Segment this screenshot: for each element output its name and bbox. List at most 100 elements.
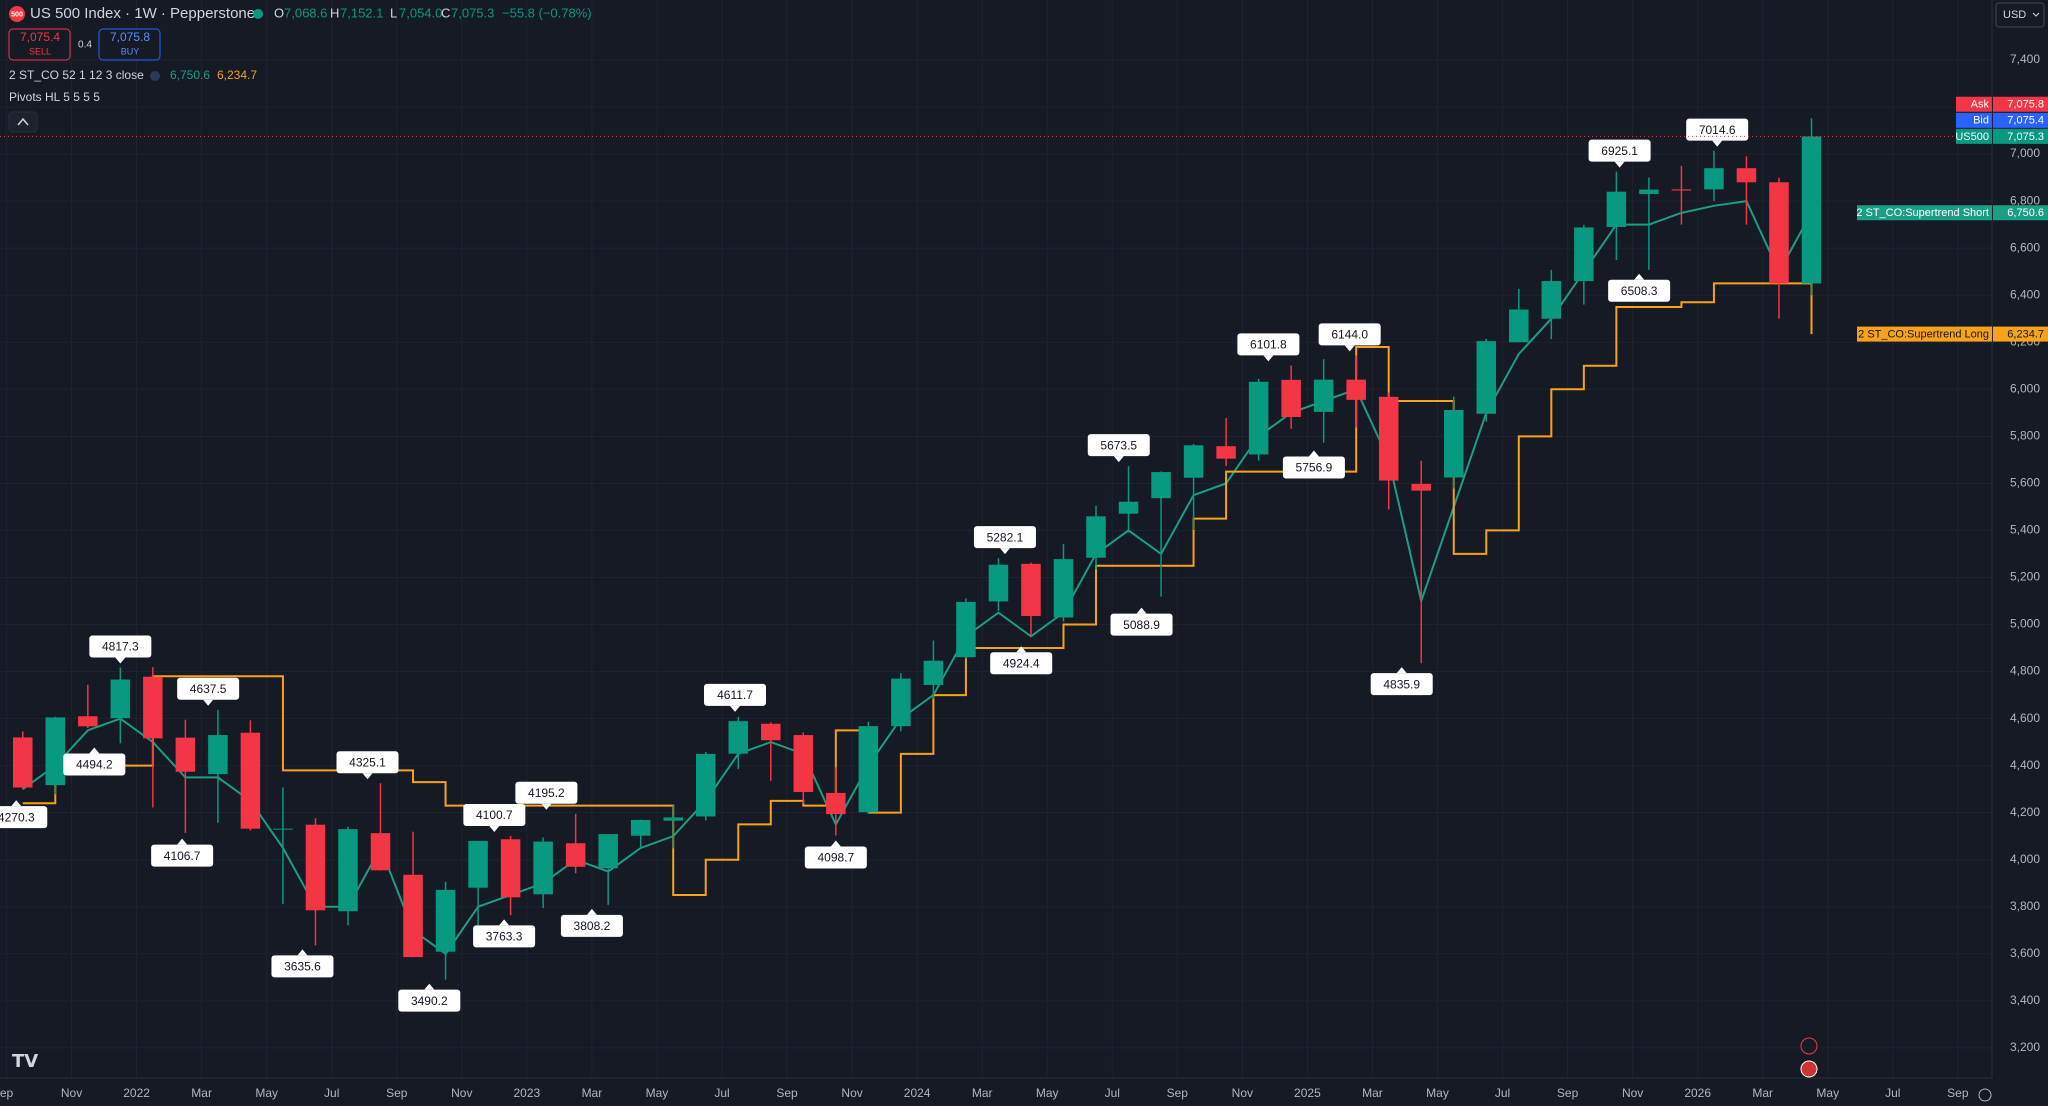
pivot-pointer xyxy=(541,803,552,810)
x-tick-label: Sep xyxy=(1167,1086,1189,1100)
quote-value: 7,075.3 xyxy=(2007,131,2044,143)
candle-body xyxy=(305,824,326,911)
x-tick-label: Jul xyxy=(1105,1086,1120,1100)
pivot-pointer xyxy=(1263,355,1274,362)
grid xyxy=(0,0,1992,1078)
pivot-label: 3763.3 xyxy=(486,930,523,944)
x-tick-label: 2025 xyxy=(1294,1086,1321,1100)
spread: 0.4 xyxy=(78,40,92,51)
candle-body xyxy=(1248,381,1269,455)
y-tick-label: 6,400 xyxy=(2010,287,2040,301)
currency-caret xyxy=(2032,12,2040,17)
indicator-name[interactable]: 2 ST_CO 52 1 12 3 close xyxy=(9,68,144,82)
sell-button[interactable] xyxy=(8,28,71,61)
event-icon[interactable] xyxy=(1800,1060,1818,1078)
quote-name: Bid xyxy=(1973,115,1989,127)
candle-body xyxy=(923,660,944,685)
x-tick-label: Jul xyxy=(1495,1086,1510,1100)
settings-icon[interactable] xyxy=(1978,1088,1992,1102)
pivot-label: 4325.1 xyxy=(349,755,386,769)
pivot-pointer xyxy=(999,548,1010,555)
alert-icon[interactable] xyxy=(1800,1037,1818,1055)
pivot-label: 6925.1 xyxy=(1601,144,1638,158)
pivot-pointer xyxy=(203,699,214,706)
currency-button[interactable] xyxy=(1995,2,2045,28)
candle-body xyxy=(663,817,683,821)
ohlc-label: C xyxy=(441,5,450,20)
collapse-icon xyxy=(17,117,29,126)
pivot-label: 6144.0 xyxy=(1331,328,1368,342)
candle-body xyxy=(1574,227,1594,282)
quote-name-box xyxy=(1956,128,1992,144)
series-name-box xyxy=(1857,326,1992,342)
candle-body xyxy=(175,737,196,772)
candle-body xyxy=(143,676,163,739)
y-tick-label: 4,400 xyxy=(2010,758,2040,772)
pivot-label: 5088.9 xyxy=(1123,618,1160,632)
candle-body xyxy=(826,792,846,815)
candle-body xyxy=(1313,379,1334,412)
pivot-pointer xyxy=(499,919,510,926)
pivot-box xyxy=(336,751,399,774)
candle-body xyxy=(1736,168,1757,183)
x-tick-label: May xyxy=(646,1086,669,1100)
x-tick-label: Nov xyxy=(1232,1086,1253,1100)
x-tick-label: Sep xyxy=(1557,1086,1579,1100)
pivot-pointer xyxy=(586,908,597,915)
symbol-title[interactable]: US 500 Index · 1W · Pepperstone xyxy=(30,5,255,22)
series-value-box xyxy=(1993,205,2048,221)
quote-name: US500 xyxy=(1955,131,1989,143)
pivot-box xyxy=(804,846,867,869)
candle-body xyxy=(1801,136,1822,284)
pivot-box xyxy=(704,683,767,706)
candle-body xyxy=(338,829,358,912)
candle-body xyxy=(956,601,976,658)
quote-name-box xyxy=(1956,96,1992,112)
candle-body xyxy=(1541,281,1562,319)
candle-body xyxy=(1639,189,1659,195)
pivot-label: 4611.7 xyxy=(717,688,753,702)
pivot-pointer xyxy=(177,838,188,845)
pivot-pointer xyxy=(1634,273,1645,280)
candle-body xyxy=(858,726,879,813)
pivot-box xyxy=(1087,434,1150,457)
x-tick-label: May xyxy=(1816,1086,1839,1100)
x-tick-label: 2023 xyxy=(514,1086,541,1100)
buy-button[interactable] xyxy=(98,28,161,61)
pivot-box xyxy=(1608,279,1671,302)
pivot-label: 4195.2 xyxy=(528,786,565,800)
pivots-indicator-name[interactable]: Pivots HL 5 5 5 5 xyxy=(9,90,100,104)
candle-body xyxy=(1151,472,1171,499)
candle-body xyxy=(45,717,66,786)
candle-body xyxy=(240,732,261,829)
candle-body xyxy=(565,843,586,867)
y-tick-label: 5,200 xyxy=(2010,570,2040,584)
ohlc-value: 7,075.3 xyxy=(451,5,494,20)
y-tick-label: 3,200 xyxy=(2010,1040,2040,1054)
x-tick-label: May xyxy=(255,1086,278,1100)
candle-body xyxy=(598,834,618,869)
candle-body xyxy=(728,721,749,754)
pivot-box xyxy=(271,955,334,978)
candle-body xyxy=(793,735,814,792)
ohlc-label: L xyxy=(390,5,397,20)
candle-body xyxy=(630,819,651,836)
y-tick-label: 5,800 xyxy=(2010,428,2040,442)
collapse-button[interactable] xyxy=(8,111,38,133)
currency: USD xyxy=(2003,9,2026,21)
x-tick-label: Mar xyxy=(1362,1086,1383,1100)
pivot-pointer xyxy=(1396,667,1407,674)
pivot-label: 3808.2 xyxy=(574,919,611,933)
x-tick-label: Sep xyxy=(776,1086,798,1100)
x-tick-label: Sep xyxy=(386,1086,408,1100)
pivot-label: 3490.2 xyxy=(411,994,448,1008)
pivot-box xyxy=(1686,118,1749,141)
pivot-pointer xyxy=(489,826,500,833)
quote-name-box xyxy=(1956,112,1992,128)
pivot-box xyxy=(1237,333,1300,356)
y-tick-label: 6,000 xyxy=(2010,381,2040,395)
pivot-label: 4106.7 xyxy=(164,849,201,863)
pivot-pointer xyxy=(830,840,841,847)
